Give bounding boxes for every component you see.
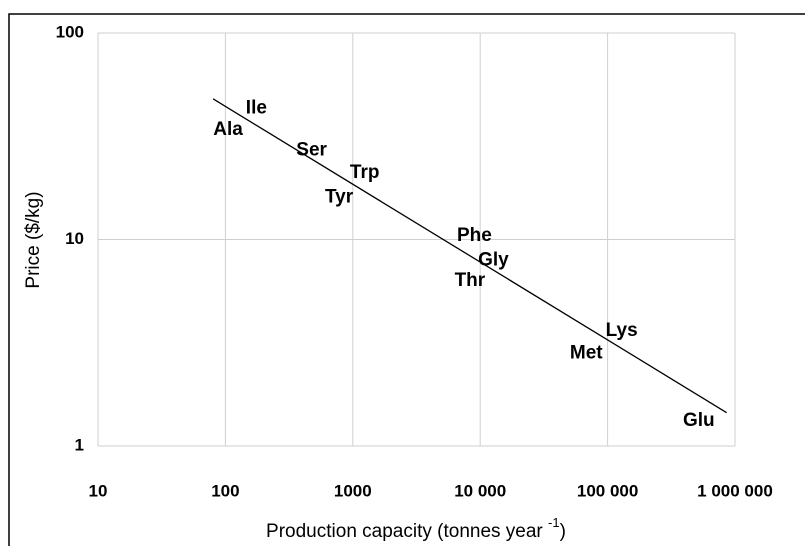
point-label: Lys	[606, 320, 638, 341]
point-label: Trp	[350, 162, 380, 183]
x-tick-label: 100	[211, 481, 239, 500]
x-tick-label: 10	[89, 481, 108, 500]
point-label: Tyr	[325, 186, 354, 207]
x-tick-label: 10 000	[454, 481, 506, 500]
frame	[8, 13, 805, 546]
point-label: Ala	[213, 119, 243, 140]
y-tick-label: 1	[75, 435, 84, 454]
point-label: Met	[570, 343, 603, 364]
trend-line	[212, 98, 727, 414]
point-label: Phe	[457, 225, 492, 246]
x-axis-label-text: Production capacity (tonnes year	[266, 521, 543, 542]
x-tick-label: 1 000 000	[697, 481, 773, 500]
y-tick-label: 10	[65, 229, 84, 248]
x-axis-label: Production capacity (tonnes year -1)	[266, 515, 566, 542]
x-tick-label: 1000	[334, 481, 372, 500]
point-label: Ile	[246, 98, 267, 119]
point-label: Gly	[478, 250, 509, 271]
y-tick-label: 100	[56, 22, 84, 41]
point-label: Ser	[296, 139, 327, 160]
x-axis-label-sup: -1	[548, 515, 560, 530]
point-label: Glu	[683, 410, 715, 431]
x-tick-label: 100 000	[577, 481, 638, 500]
y-axis-label: Price ($/kg)	[23, 191, 44, 288]
point-label: Thr	[455, 270, 486, 291]
x-axis-label-close: )	[560, 521, 566, 542]
